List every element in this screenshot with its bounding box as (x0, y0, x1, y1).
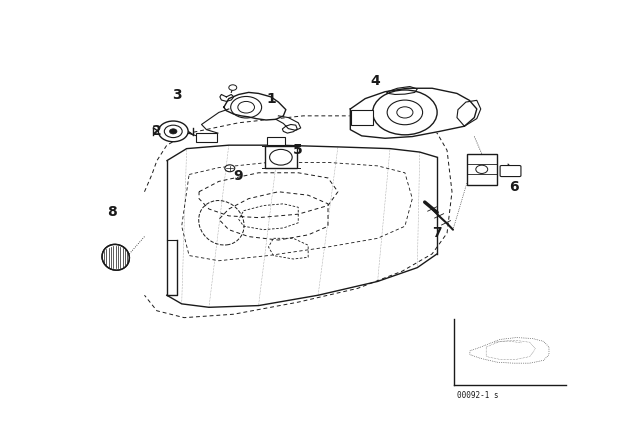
Bar (267, 137, 285, 145)
Text: 3: 3 (172, 88, 182, 102)
Circle shape (170, 129, 177, 134)
Text: 2: 2 (152, 125, 162, 138)
Bar (351, 110, 373, 125)
Ellipse shape (102, 244, 129, 270)
Text: 1: 1 (266, 91, 276, 106)
Text: 9: 9 (233, 169, 243, 183)
Text: 5: 5 (293, 143, 303, 157)
Bar (265, 146, 297, 168)
Text: 4: 4 (371, 74, 380, 88)
FancyBboxPatch shape (500, 165, 521, 177)
Text: 00092-1 s: 00092-1 s (457, 391, 499, 400)
Bar (196, 133, 218, 142)
Text: 7: 7 (432, 226, 442, 240)
Text: 8: 8 (108, 206, 117, 220)
Circle shape (158, 121, 188, 142)
Circle shape (225, 165, 235, 172)
Polygon shape (224, 92, 286, 120)
Circle shape (229, 85, 237, 90)
Text: 6: 6 (509, 180, 519, 194)
Bar (467, 154, 497, 185)
Polygon shape (350, 88, 477, 138)
